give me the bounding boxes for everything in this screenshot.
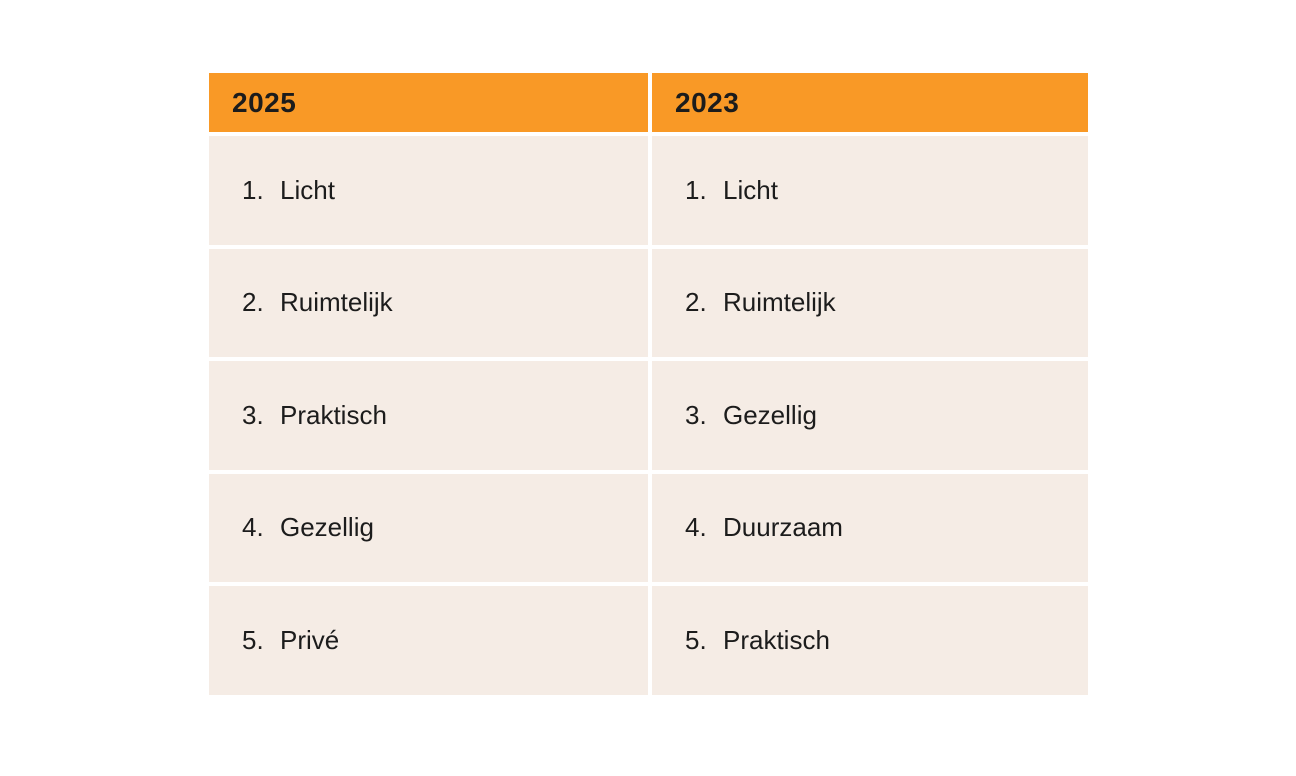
rank-label: Licht	[723, 174, 778, 205]
rank-number: 5.	[242, 624, 264, 655]
rank-cell: 5. Privé	[209, 586, 648, 695]
rank-label: Ruimtelijk	[723, 287, 836, 318]
rank-number: 4.	[685, 512, 707, 543]
rank-number: 2.	[242, 287, 264, 318]
rank-number: 3.	[242, 399, 264, 430]
rank-label: Gezellig	[723, 399, 817, 430]
column-header-2025: 2025	[209, 73, 648, 132]
rank-number: 3.	[685, 399, 707, 430]
rank-cell: 1. Licht	[209, 136, 648, 245]
rank-cell: 4. Duurzaam	[652, 473, 1088, 582]
rank-label: Gezellig	[280, 512, 374, 543]
rank-label: Ruimtelijk	[280, 287, 393, 318]
rank-cell: 3. Gezellig	[652, 361, 1088, 470]
rank-number: 1.	[242, 174, 264, 205]
rank-number: 2.	[685, 287, 707, 318]
rank-label: Licht	[280, 174, 335, 205]
rank-cell: 1. Licht	[652, 136, 1088, 245]
rank-number: 1.	[685, 174, 707, 205]
ranking-comparison-table: 2025 1. Licht 2. Ruimtelijk 3. Praktisch…	[209, 73, 1088, 695]
rank-cell: 5. Praktisch	[652, 586, 1088, 695]
rank-label: Privé	[280, 624, 340, 655]
rank-label: Praktisch	[280, 399, 387, 430]
rank-label: Duurzaam	[723, 512, 843, 543]
rank-cell: 2. Ruimtelijk	[652, 248, 1088, 357]
rank-cell: 3. Praktisch	[209, 361, 648, 470]
rank-label: Praktisch	[723, 624, 830, 655]
column-2023: 2023 1. Licht 2. Ruimtelijk 3. Gezellig …	[652, 73, 1088, 695]
column-header-2023: 2023	[652, 73, 1088, 132]
rank-number: 4.	[242, 512, 264, 543]
rank-cell: 4. Gezellig	[209, 473, 648, 582]
column-2025: 2025 1. Licht 2. Ruimtelijk 3. Praktisch…	[209, 73, 648, 695]
rank-cell: 2. Ruimtelijk	[209, 248, 648, 357]
rank-number: 5.	[685, 624, 707, 655]
